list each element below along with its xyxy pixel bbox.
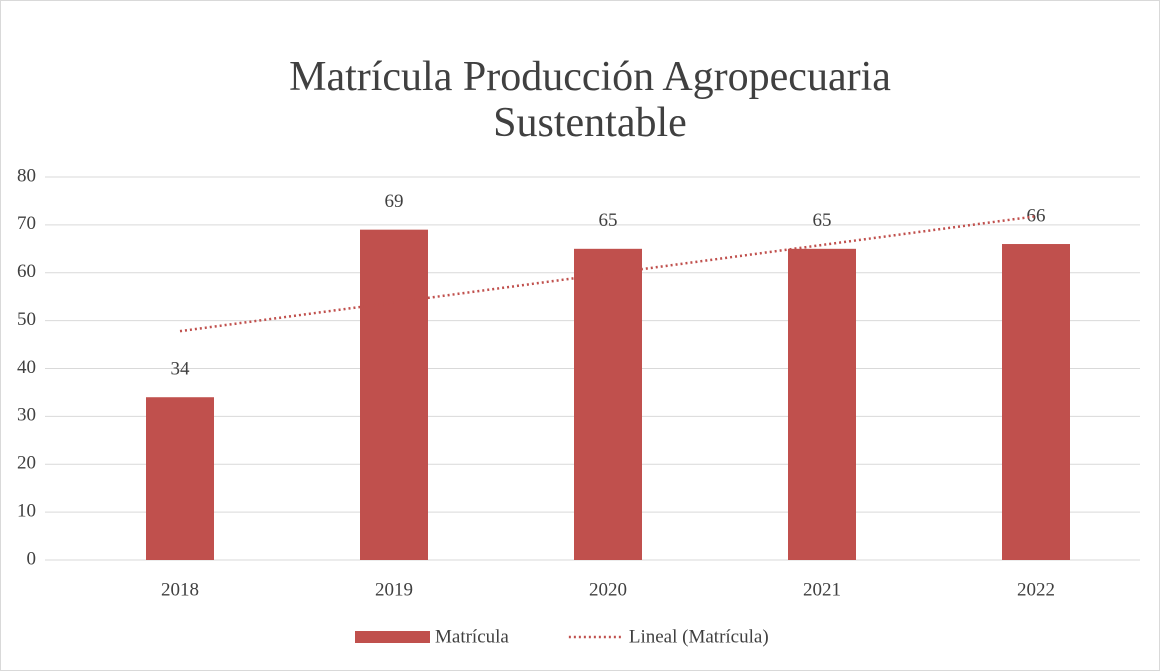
- y-tick-label: 40: [17, 357, 36, 378]
- data-label: 66: [1027, 205, 1046, 226]
- bar: [574, 248, 642, 560]
- y-tick-label: 80: [17, 165, 36, 186]
- data-label: 65: [813, 210, 832, 231]
- y-tick-label: 10: [17, 500, 36, 521]
- legend-label: Lineal (Matrícula): [629, 626, 769, 647]
- x-tick-label: 2021: [803, 579, 841, 600]
- legend-label: Matrícula: [435, 626, 509, 647]
- bar: [1002, 244, 1070, 560]
- data-label: 65: [599, 210, 618, 231]
- y-tick-label: 20: [17, 453, 36, 474]
- bar: [146, 397, 214, 560]
- y-tick-label: 70: [17, 213, 36, 234]
- y-tick-label: 50: [17, 309, 36, 330]
- chart-title: Matrícula Producción Agropecuaria Sustent…: [289, 54, 891, 146]
- x-tick-label: 2018: [161, 579, 199, 600]
- bar: [788, 248, 856, 560]
- x-tick-label: 2019: [375, 579, 413, 600]
- x-tick-label: 2020: [589, 579, 627, 600]
- legend-swatch: [355, 631, 430, 643]
- bar: [360, 229, 428, 560]
- data-label: 34: [171, 359, 191, 380]
- y-tick-label: 0: [27, 548, 37, 569]
- trend-line: [179, 215, 1037, 333]
- y-tick-label: 30: [17, 405, 36, 426]
- y-tick-label: 60: [17, 261, 36, 282]
- data-label: 69: [385, 191, 404, 212]
- x-tick-label: 2022: [1017, 579, 1055, 600]
